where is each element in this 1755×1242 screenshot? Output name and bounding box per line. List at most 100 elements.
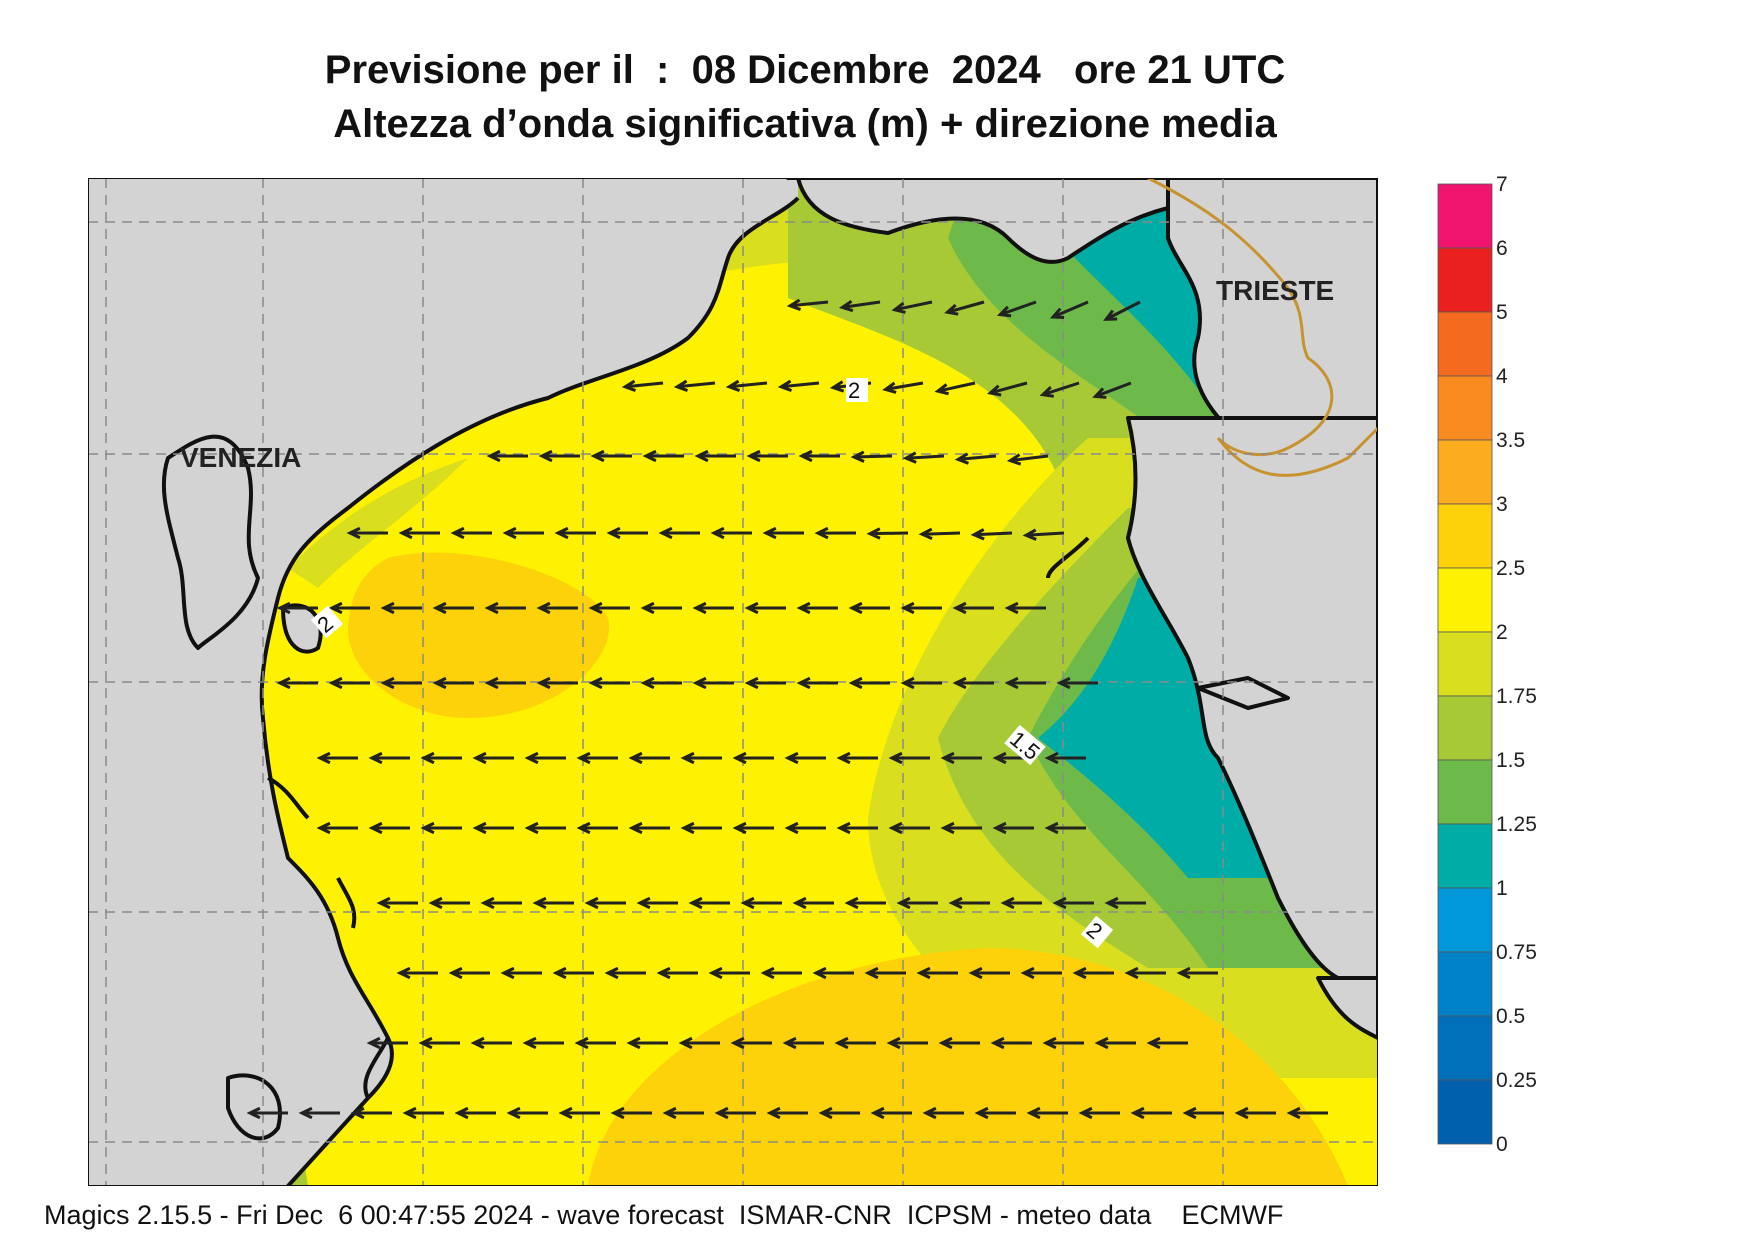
direction-arrow <box>1146 1036 1188 1050</box>
direction-arrow <box>276 601 318 615</box>
direction-arrow <box>380 601 422 615</box>
direction-arrow <box>1094 1036 1136 1050</box>
direction-arrow <box>918 527 961 541</box>
direction-arrow <box>1044 751 1086 765</box>
direction-arrow <box>402 1106 444 1120</box>
direction-arrow <box>710 526 752 540</box>
direction-arrow <box>888 821 930 835</box>
direction-arrow <box>1022 528 1065 541</box>
legend-color-bar <box>1437 375 1493 441</box>
direction-arrow <box>996 300 1037 318</box>
direction-arrow <box>350 1106 392 1120</box>
direction-arrow <box>376 896 418 910</box>
wave-height-map[interactable]: 2 2 1.5 2 VENEZIA TRIESTE <box>88 178 1378 1186</box>
legend-color-bar <box>1437 503 1493 569</box>
direction-arrow <box>428 896 470 910</box>
legend-color-bar <box>1437 439 1493 505</box>
direction-arrow <box>1004 601 1046 615</box>
direction-arrow <box>974 1106 1016 1120</box>
direction-arrow <box>1004 676 1046 690</box>
direction-arrow <box>766 1106 808 1120</box>
graticule <box>88 178 1378 1186</box>
legend-color-bar <box>1437 183 1493 249</box>
direction-arrow <box>1042 1036 1084 1050</box>
direction-arrow <box>692 601 734 615</box>
direction-arrow <box>1026 1106 1068 1120</box>
direction-arrow <box>536 601 578 615</box>
direction-arrow <box>836 821 878 835</box>
direction-arrow <box>784 821 826 835</box>
direction-arrow <box>396 966 438 980</box>
direction-arrow <box>680 821 722 835</box>
direction-arrow <box>1056 676 1098 690</box>
direction-arrow <box>380 676 422 690</box>
direction-arrow <box>316 821 358 835</box>
legend-tick-label: 0.25 <box>1496 1069 1537 1092</box>
national-border <box>1147 178 1378 477</box>
direction-arrow <box>1092 381 1132 399</box>
legend-tick-label: 7 <box>1496 173 1508 196</box>
direction-arrow <box>502 526 544 540</box>
direction-arrow <box>432 601 474 615</box>
direction-arrow <box>1052 896 1094 910</box>
direction-arrow <box>760 966 802 980</box>
direction-arrow <box>484 676 526 690</box>
legend-tick-label: 5 <box>1496 301 1508 324</box>
direction-arrow <box>850 450 893 463</box>
direction-arrow <box>944 300 985 316</box>
legend-color-bar <box>1437 247 1493 313</box>
legend-color-bar <box>1437 823 1493 889</box>
legend-color-bar <box>1437 567 1493 633</box>
legend-color-bar <box>1437 1079 1493 1145</box>
direction-arrow <box>576 751 618 765</box>
direction-arrow <box>552 966 594 980</box>
direction-arrow <box>782 1036 824 1050</box>
direction-arrow <box>450 526 492 540</box>
direction-arrow <box>970 528 1013 541</box>
direction-arrow <box>576 821 618 835</box>
direction-arrow <box>298 1106 340 1120</box>
direction-arrow <box>398 526 440 540</box>
direction-arrow <box>891 300 933 314</box>
legend-color-bar <box>1437 695 1493 761</box>
direction-arrow <box>584 896 626 910</box>
direction-arrow <box>420 751 462 765</box>
direction-arrow <box>522 1036 564 1050</box>
legend-color-bar <box>1437 631 1493 697</box>
direction-arrow <box>812 966 854 980</box>
legend-color-bar <box>1437 1015 1493 1081</box>
direction-arrow <box>888 751 930 765</box>
direction-arrow <box>524 751 566 765</box>
direction-arrow <box>844 896 886 910</box>
legend-tick-label: 1.25 <box>1496 813 1537 836</box>
direction-arrow <box>448 966 490 980</box>
direction-arrow <box>558 1106 600 1120</box>
direction-arrow <box>940 821 982 835</box>
direction-arrow <box>692 676 734 690</box>
direction-arrow <box>574 1036 616 1050</box>
direction-arrow <box>866 527 909 540</box>
direction-arrow <box>1072 966 1114 980</box>
direction-arrow <box>626 1036 668 1050</box>
color-legend: 7 6 5 4 3.5 3 2.5 2 1.75 1.5 1.25 1 0.75 0.5 0.25 0 <box>1437 173 1537 1156</box>
direction-arrow <box>678 1036 720 1050</box>
direction-arrow <box>1130 1106 1172 1120</box>
direction-arrow <box>472 821 514 835</box>
direction-arrow <box>604 966 646 980</box>
direction-arrow <box>486 449 528 463</box>
direction-arrow <box>792 896 834 910</box>
direction-arrow <box>934 381 976 396</box>
footer-credits: Magics 2.15.5 - Fri Dec 6 00:47:55 2024 … <box>44 1200 1284 1230</box>
direction-arrow <box>368 751 410 765</box>
direction-arrow <box>328 676 370 690</box>
direction-arrow <box>328 601 370 615</box>
direction-arrow <box>532 896 574 910</box>
direction-arrow <box>1176 966 1218 980</box>
legend-tick-label: 1.5 <box>1496 749 1525 772</box>
direction-arrow <box>786 298 829 311</box>
direction-arrow <box>590 449 632 463</box>
direction-arrow <box>990 1036 1032 1050</box>
direction-arrow <box>1044 821 1086 835</box>
direction-arrow <box>740 896 782 910</box>
direction-arrow <box>864 966 906 980</box>
